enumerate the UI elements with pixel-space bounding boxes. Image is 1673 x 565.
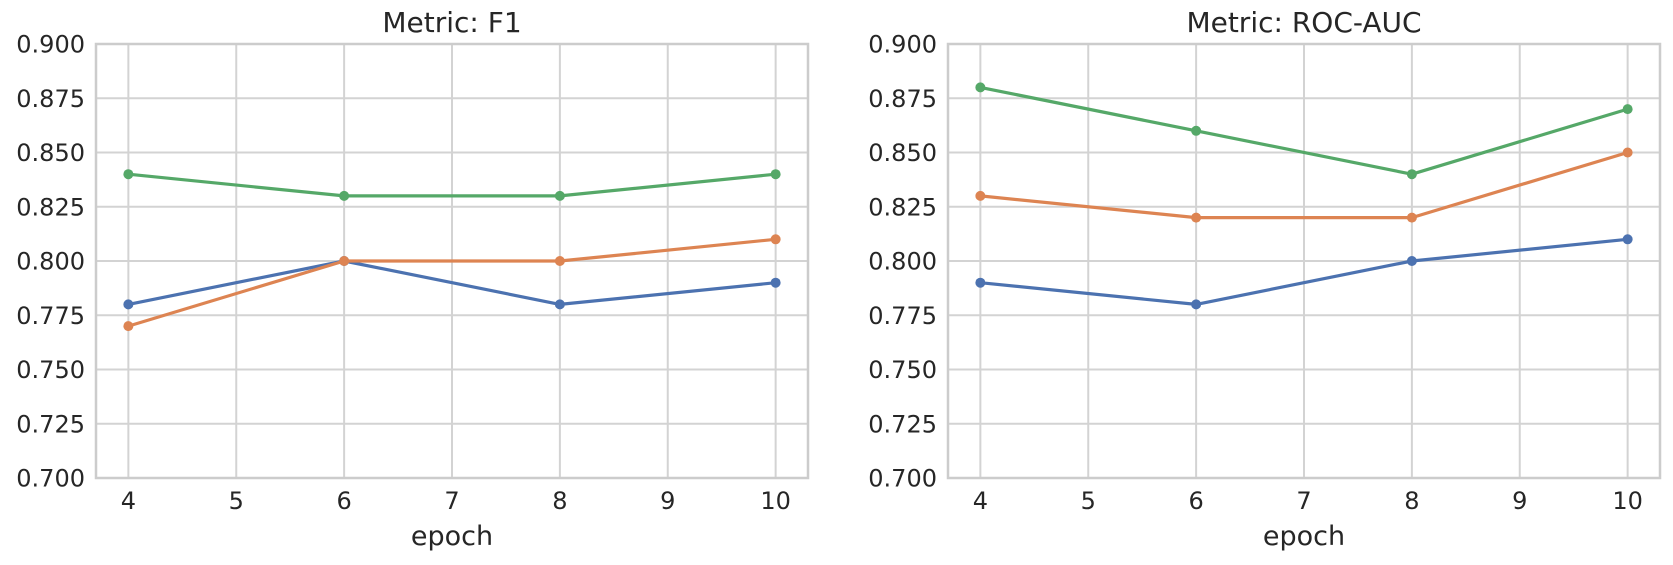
y-tick-label: 0.825 xyxy=(868,193,937,221)
y-tick-label: 0.900 xyxy=(868,31,937,59)
plot-border xyxy=(946,42,1662,480)
series-orange-marker xyxy=(554,256,565,266)
x-tick-label: 8 xyxy=(1404,487,1419,515)
x-tick-label: 6 xyxy=(1188,487,1203,515)
y-tick-label: 0.725 xyxy=(868,410,937,438)
y-tick-label: 0.775 xyxy=(868,302,937,330)
series-orange-marker xyxy=(975,190,986,201)
y-tick-label: 0.750 xyxy=(16,356,85,384)
series-blue-marker xyxy=(1191,299,1202,310)
series-green-marker xyxy=(1191,125,1202,136)
x-tick-label: 4 xyxy=(121,487,136,515)
y-tick-label: 0.850 xyxy=(16,139,85,167)
series-orange-marker xyxy=(770,234,781,245)
x-tick-label: 10 xyxy=(1612,487,1643,515)
x-tick-label: 9 xyxy=(1512,487,1527,515)
y-tick-label: 0.875 xyxy=(868,85,937,113)
plot-border xyxy=(94,42,810,480)
series-blue-line xyxy=(126,259,778,306)
x-tick-label: 5 xyxy=(1081,487,1096,515)
y-tick-label: 0.750 xyxy=(868,356,937,384)
x-tick-label: 7 xyxy=(444,487,459,515)
series-green-line xyxy=(978,85,1630,176)
subplot-f1: Metric: F1 0.700 0.725 0.750 0.775 0.800 0.82… xyxy=(0,0,821,565)
series-orange-marker xyxy=(1191,212,1202,223)
series-orange-marker xyxy=(1406,212,1417,223)
x-axis-label-roc-auc: epoch xyxy=(1262,521,1346,552)
plot-area-f1: 0.700 0.725 0.750 0.775 0.800 0.825 0.850 0.875… xyxy=(16,31,810,515)
series-green-marker xyxy=(975,82,986,93)
series-green-marker xyxy=(1406,169,1417,180)
y-tick-label: 0.850 xyxy=(868,139,937,167)
y-tick-label: 0.800 xyxy=(16,248,85,276)
series-green-marker xyxy=(339,190,350,201)
series-blue-marker xyxy=(554,299,565,310)
x-tick-label: 7 xyxy=(1296,487,1311,515)
series-green-line xyxy=(126,172,778,198)
y-tick-label: 0.700 xyxy=(868,465,937,493)
series-orange-marker xyxy=(1622,147,1633,158)
y-tick-label: 0.700 xyxy=(16,465,85,493)
series-green-marker xyxy=(554,190,565,201)
series-blue-marker xyxy=(770,277,781,288)
x-tick-label: 6 xyxy=(336,487,351,515)
series-orange-line xyxy=(978,150,1630,220)
subplot-roc-auc: Metric: ROC-AUC 0.700 0.725 0.750 0.775 0.80… xyxy=(852,0,1673,565)
y-tick-label: 0.775 xyxy=(16,302,85,330)
series-orange-line xyxy=(126,237,778,328)
y-tick-label: 0.875 xyxy=(16,85,85,113)
y-tick-label: 0.825 xyxy=(16,193,85,221)
series-blue-marker xyxy=(123,299,134,310)
series-blue-line xyxy=(978,237,1630,306)
chart-title-f1: Metric: F1 xyxy=(382,6,522,39)
series-green-marker xyxy=(1622,104,1633,115)
x-tick-label: 9 xyxy=(660,487,675,515)
x-tick-label: 4 xyxy=(973,487,988,515)
x-tick-label: 5 xyxy=(229,487,244,515)
x-tick-label: 10 xyxy=(760,487,791,515)
x-axis-label-f1: epoch xyxy=(410,521,494,552)
series-green-marker xyxy=(123,169,134,180)
plot-area-roc-auc: 0.700 0.725 0.750 0.775 0.800 0.825 0.850 0.875… xyxy=(868,31,1662,515)
y-tick-label: 0.725 xyxy=(16,410,85,438)
y-tick-label: 0.900 xyxy=(16,31,85,59)
series-orange-marker xyxy=(339,256,350,266)
series-orange-marker xyxy=(123,321,134,332)
x-tick-label: 8 xyxy=(552,487,567,515)
chart-title-roc-auc: Metric: ROC-AUC xyxy=(1186,6,1422,39)
series-blue-marker xyxy=(975,277,986,288)
y-tick-label: 0.800 xyxy=(868,248,937,276)
series-blue-marker xyxy=(1406,256,1417,266)
series-green-marker xyxy=(770,169,781,180)
series-blue-marker xyxy=(1622,234,1633,245)
